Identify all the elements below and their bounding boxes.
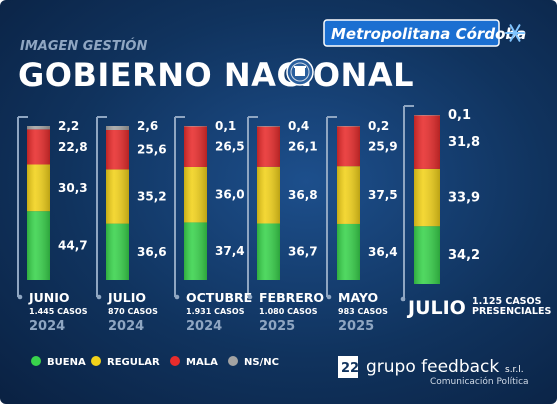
- value-label: 33,9: [448, 191, 480, 206]
- value-label: 34,2: [448, 248, 480, 263]
- value-label: 31,8: [448, 135, 480, 150]
- logo-srl: s.r.l.: [505, 365, 524, 375]
- cases-label: 1.445 CASOS: [29, 307, 88, 316]
- bars-group: 44,7 30,3 22,8 2,2 36,6 35,2 25,6 2,6 37,4 36,0 26…: [17, 105, 480, 301]
- brand-name: Metropolitana Córdoba: [331, 25, 526, 43]
- bar-shine: [337, 166, 360, 224]
- bar-shine: [257, 126, 280, 167]
- grupo-feedback-logo: 22 grupo feedback s.r.l. Comunicación Po…: [338, 356, 529, 387]
- value-label: 36,8: [288, 188, 318, 202]
- bullet-dot: [96, 294, 102, 300]
- brand-badge: Metropolitana Córdoba: [323, 19, 526, 47]
- legend-label: REGULAR: [107, 357, 160, 368]
- value-label: 0,4: [288, 119, 309, 133]
- bullet-dot: [247, 294, 253, 300]
- value-label: 26,1: [288, 140, 318, 154]
- legend-swatch-mala: [170, 356, 180, 366]
- seal-icon: [286, 58, 314, 86]
- value-label: 25,6: [137, 143, 167, 157]
- bar-shine: [257, 126, 280, 127]
- value-label: 0,2: [368, 119, 389, 133]
- bullet-dot: [400, 296, 406, 302]
- cases-label: 1.931 CASOS: [186, 307, 245, 316]
- bar-shine: [106, 130, 129, 170]
- bullet-dot: [326, 294, 332, 300]
- bar-shine: [257, 223, 280, 280]
- bar-shine: [184, 126, 207, 167]
- year-label: 2024: [186, 319, 222, 334]
- bar-shine: [27, 164, 50, 212]
- legend-swatch-buena: [31, 356, 41, 366]
- value-label: 26,5: [215, 140, 245, 154]
- value-label: 30,3: [58, 181, 88, 195]
- legend: BUENA REGULAR MALA NS/NC: [31, 356, 279, 368]
- year-label: 2024: [108, 319, 144, 334]
- bar-shine: [337, 126, 360, 167]
- bar-shine: [27, 129, 50, 165]
- bar-shine: [337, 223, 360, 280]
- bar-shine: [184, 166, 207, 223]
- month-label: OCTUBRE: [186, 290, 252, 305]
- bar-shine: [337, 126, 360, 127]
- legend-swatch-regular: [91, 356, 101, 366]
- cases-label: 983 CASOS: [338, 307, 388, 316]
- value-label: 36,6: [137, 245, 167, 259]
- bar-shine: [257, 166, 280, 224]
- legend-label: NS/NC: [244, 357, 279, 368]
- bar-shine: [27, 126, 50, 130]
- bar-shine: [414, 226, 440, 284]
- snowflake-icon: [505, 24, 525, 42]
- cases-label: 1.125 CASOS PRESENCIALES: [472, 296, 551, 317]
- logo-name: grupo feedback: [366, 357, 499, 377]
- month-label: JULIO: [107, 290, 146, 305]
- bar-shine: [106, 169, 129, 224]
- month-label: JULIO: [406, 297, 466, 319]
- year-label: 2024: [29, 319, 65, 334]
- bar-shine: [184, 126, 207, 127]
- value-label: 36,7: [288, 245, 318, 259]
- value-label: 35,2: [137, 190, 167, 204]
- cases-label: 1.080 CASOS: [259, 307, 318, 316]
- year-label: 2025: [259, 319, 295, 334]
- value-label: 36,0: [215, 188, 245, 202]
- value-label: 2,6: [137, 119, 158, 133]
- bar-shine: [414, 168, 440, 227]
- bar-shine: [184, 222, 207, 280]
- value-label: 37,4: [215, 244, 245, 258]
- bar-shine: [106, 126, 129, 131]
- bullet-dot: [17, 294, 23, 300]
- value-label: 36,4: [368, 245, 398, 259]
- value-label: 25,9: [368, 139, 398, 153]
- value-label: 22,8: [58, 140, 88, 154]
- month-label: MAYO: [338, 290, 378, 305]
- year-label: 2025: [338, 319, 374, 334]
- bar-shine: [414, 115, 440, 169]
- category-labels: JUNIO 1.445 CASOS 2024 JULIO 870 CASOS 2024 OC…: [17, 290, 551, 334]
- cases-label: 870 CASOS: [108, 307, 158, 316]
- logo-number: 22: [341, 361, 359, 376]
- value-label: 44,7: [58, 239, 88, 253]
- legend-swatch-nsnc: [228, 356, 238, 366]
- month-label: FEBRERO: [259, 290, 324, 305]
- bar-shine: [27, 211, 50, 280]
- value-label: 0,1: [448, 108, 471, 123]
- bar-shine: [106, 223, 129, 280]
- page-title: GOBIERNO NACIONAL: [18, 56, 414, 94]
- subtitle: IMAGEN GESTIÓN: [20, 38, 147, 54]
- value-label: 2,2: [58, 119, 79, 133]
- month-label: JUNIO: [28, 290, 70, 305]
- logo-tagline: Comunicación Política: [430, 376, 529, 387]
- legend-label: BUENA: [47, 357, 86, 368]
- legend-label: MALA: [186, 357, 218, 368]
- value-label: 37,5: [368, 188, 398, 202]
- bar-shine: [414, 115, 440, 116]
- value-label: 0,1: [215, 119, 236, 133]
- bullet-dot: [174, 294, 180, 300]
